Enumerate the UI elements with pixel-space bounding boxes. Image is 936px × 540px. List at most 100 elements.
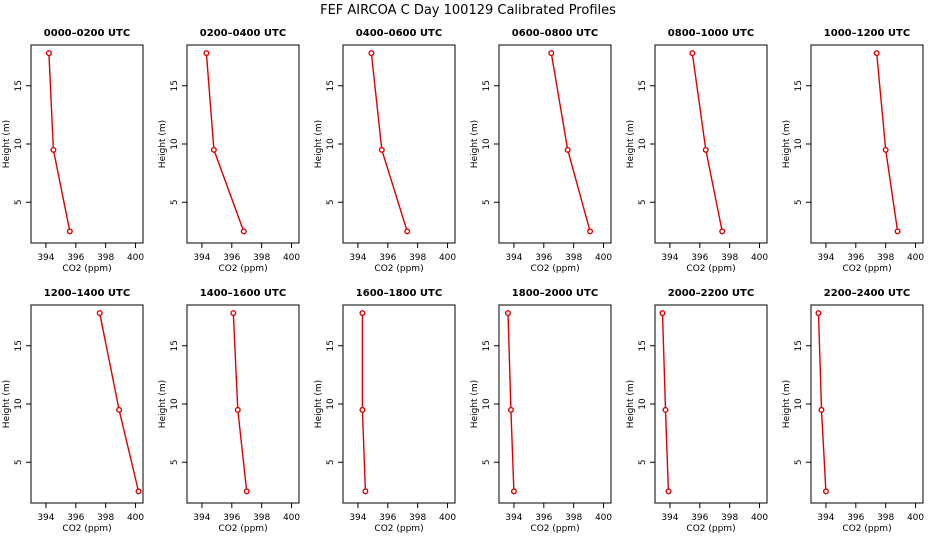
x-tick-label: 394	[349, 513, 366, 523]
data-point	[659, 310, 666, 317]
y-axis-label: Height (m)	[626, 120, 636, 168]
panel-title: 1400–1600 UTC	[200, 288, 286, 299]
data-point	[378, 146, 385, 153]
plot-frame	[186, 304, 300, 504]
x-tick-label: 396	[847, 253, 864, 263]
y-axis-label: Height (m)	[158, 120, 168, 168]
data-point	[662, 406, 669, 413]
data-point	[504, 310, 511, 317]
profile-panel: 1400–1600 UTC 394 396 398 400 CO2 (ppm) 5 10 15 H…	[158, 288, 300, 534]
panel-title: 1600–1800 UTC	[356, 288, 442, 299]
y-axis-label: Height (m)	[314, 380, 324, 428]
data-point	[359, 310, 366, 317]
x-tick-label: 400	[595, 253, 612, 263]
profile-panel: 2000–2200 UTC 394 396 398 400 CO2 (ppm) 5 10 15 H…	[626, 288, 768, 534]
x-tick-label: 398	[253, 513, 270, 523]
x-tick-label: 400	[751, 253, 768, 263]
x-axis-label: CO2 (ppm)	[686, 524, 735, 534]
panel-title: 0000–0200 UTC	[44, 28, 130, 39]
x-axis-label: CO2 (ppm)	[218, 524, 267, 534]
x-tick-label: 396	[535, 513, 552, 523]
x-axis-label: CO2 (ppm)	[374, 264, 423, 274]
y-tick-label: 5	[482, 459, 492, 465]
profile-panel: 1000–1200 UTC 394 396 398 400 CO2 (ppm) 5 10 15 H…	[782, 28, 924, 274]
x-tick-label: 396	[379, 253, 396, 263]
y-tick-label: 15	[14, 80, 24, 91]
x-axis-label: CO2 (ppm)	[530, 264, 579, 274]
x-tick-label: 400	[439, 253, 456, 263]
x-tick-label: 394	[349, 253, 366, 263]
y-tick-label: 5	[14, 459, 24, 465]
data-point	[587, 228, 594, 235]
y-tick-label: 10	[170, 138, 180, 150]
data-point	[210, 146, 217, 153]
y-axis-label: Height (m)	[782, 380, 792, 428]
data-point	[135, 488, 142, 495]
x-tick-label: 396	[223, 253, 240, 263]
x-tick-label: 400	[439, 513, 456, 523]
data-point	[359, 406, 366, 413]
data-point	[873, 50, 880, 57]
data-point	[66, 228, 73, 235]
y-tick-label: 10	[794, 138, 804, 150]
y-tick-label: 5	[638, 199, 648, 205]
profile-panel: 2200–2400 UTC 394 396 398 400 CO2 (ppm) 5 10 15 H…	[782, 288, 924, 534]
x-tick-label: 394	[661, 253, 678, 263]
x-axis-label: CO2 (ppm)	[62, 264, 111, 274]
x-tick-label: 396	[67, 513, 84, 523]
x-tick-label: 400	[127, 513, 144, 523]
data-point	[96, 310, 103, 317]
x-tick-label: 398	[409, 513, 426, 523]
x-axis-label: CO2 (ppm)	[842, 524, 891, 534]
x-tick-label: 400	[127, 253, 144, 263]
profile-line	[370, 53, 408, 232]
x-tick-label: 400	[595, 513, 612, 523]
profile-line	[48, 53, 71, 232]
plot-frame	[810, 44, 924, 244]
data-point	[240, 228, 247, 235]
x-tick-label: 398	[721, 253, 738, 263]
profile-panel: 1800–2000 UTC 394 396 398 400 CO2 (ppm) 5 10 15 H…	[470, 288, 612, 534]
y-axis-label: Height (m)	[782, 120, 792, 168]
profile-panel: 0000–0200 UTC 394 396 398 400 CO2 (ppm) 5 10 15 H…	[2, 28, 144, 274]
x-tick-label: 398	[97, 513, 114, 523]
panel-title: 0600–0800 UTC	[512, 28, 598, 39]
x-tick-label: 394	[37, 513, 54, 523]
y-tick-label: 5	[794, 199, 804, 205]
x-tick-label: 394	[817, 253, 834, 263]
panel-title: 2200–2400 UTC	[824, 288, 910, 299]
y-axis-label: Height (m)	[626, 380, 636, 428]
profile-line	[361, 313, 367, 492]
data-point	[368, 50, 375, 57]
y-axis-label: Height (m)	[2, 120, 12, 168]
data-point	[404, 228, 411, 235]
data-point	[665, 488, 672, 495]
y-tick-label: 10	[482, 398, 492, 410]
y-axis-label: Height (m)	[470, 380, 480, 428]
y-tick-label: 15	[794, 80, 804, 91]
y-tick-label: 5	[170, 199, 180, 205]
y-tick-label: 15	[638, 80, 648, 91]
x-tick-label: 394	[37, 253, 54, 263]
y-tick-label: 10	[14, 138, 24, 150]
panel-grid: 0000–0200 UTC 394 396 398 400 CO2 (ppm) 5 10 15 H…	[2, 28, 924, 534]
y-tick-label: 5	[326, 459, 336, 465]
plot-frame	[30, 44, 144, 244]
plot-frame	[810, 304, 924, 504]
x-tick-label: 398	[253, 253, 270, 263]
profile-line	[817, 313, 827, 492]
y-tick-label: 5	[638, 459, 648, 465]
y-tick-label: 10	[794, 398, 804, 410]
data-point	[243, 488, 250, 495]
plot-frame	[186, 44, 300, 244]
x-tick-label: 400	[751, 513, 768, 523]
panel-title: 1800–2000 UTC	[512, 288, 598, 299]
x-tick-label: 398	[565, 513, 582, 523]
y-tick-label: 10	[638, 398, 648, 410]
x-tick-label: 394	[505, 513, 522, 523]
data-point	[230, 310, 237, 317]
x-tick-label: 400	[907, 513, 924, 523]
x-tick-label: 394	[817, 513, 834, 523]
y-tick-label: 15	[326, 340, 336, 351]
